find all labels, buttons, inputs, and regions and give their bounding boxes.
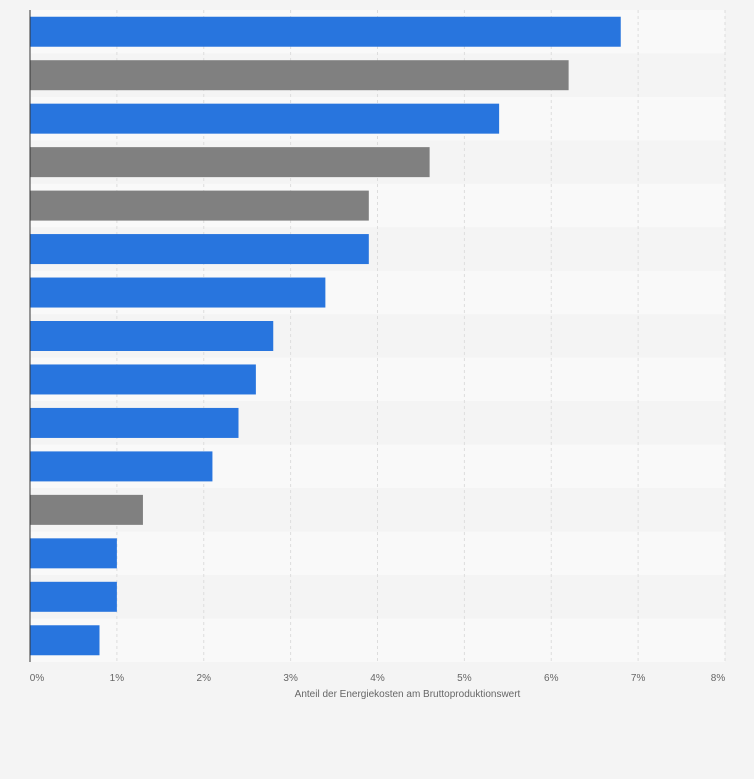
x-tick-label: 6% [544, 673, 559, 684]
bar [30, 364, 256, 395]
x-tick-label: 0% [30, 673, 45, 684]
bar [30, 451, 213, 482]
bar [30, 494, 143, 525]
bar [30, 60, 569, 91]
bar [30, 407, 239, 438]
bar [30, 16, 621, 47]
bar [30, 190, 369, 221]
x-tick-label: 4% [370, 673, 385, 684]
x-tick-label: 7% [631, 673, 646, 684]
x-tick-labels: 0% 1% 2% 3% 4% 5% 6% 7% 8% [30, 673, 726, 684]
bar [30, 277, 326, 308]
x-axis-title: Anteil der Energiekosten am Bruttoproduk… [295, 689, 521, 700]
x-tick-label: 5% [457, 673, 472, 684]
bars [30, 16, 621, 656]
bar [30, 538, 117, 569]
bar [30, 625, 100, 656]
x-tick-label: 2% [197, 673, 212, 684]
bar [30, 103, 500, 134]
x-tick-label: 8% [711, 673, 726, 684]
bar [30, 234, 369, 265]
x-tick-label: 3% [283, 673, 298, 684]
bar [30, 147, 430, 178]
bar [30, 581, 117, 612]
x-tick-label: 1% [110, 673, 125, 684]
bar [30, 321, 274, 351]
